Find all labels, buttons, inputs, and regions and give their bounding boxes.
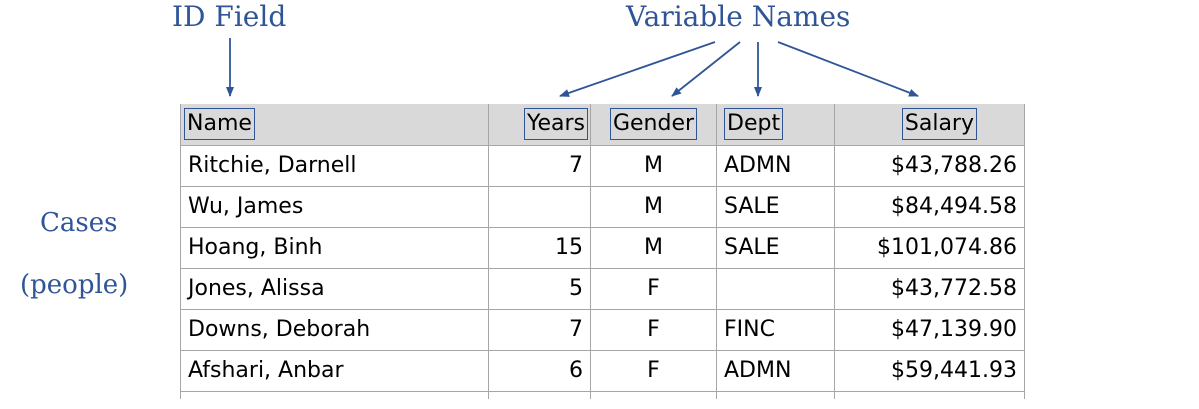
cell-name: Jones, Alissa	[180, 268, 489, 310]
cell-gender: M	[590, 227, 717, 269]
table-row: Hoang, Binh 15 M SALE $101,074.86	[180, 227, 1025, 269]
cell-empty	[716, 391, 835, 399]
cell-name: Ritchie, Darnell	[180, 145, 489, 187]
cases-label: Cases	[40, 208, 118, 238]
variable-names-label: Variable Names	[626, 0, 851, 33]
cell-dept: ADMN	[716, 145, 835, 187]
cell-salary: $101,074.86	[834, 227, 1025, 269]
cell-gender: M	[590, 145, 717, 187]
cell-years: 7	[488, 309, 591, 351]
cell-gender: F	[590, 350, 717, 392]
cell-empty	[488, 391, 591, 399]
header-years: Years	[488, 104, 591, 146]
cell-gender: F	[590, 268, 717, 310]
header-name: Name	[180, 104, 489, 146]
header-years-label: Years	[523, 108, 588, 141]
table-row: Downs, Deborah 7 F FINC $47,139.90	[180, 309, 1025, 351]
cell-dept: ADMN	[716, 350, 835, 392]
table-row: Jones, Alissa 5 F $43,772.58	[180, 268, 1025, 310]
people-label: (people)	[20, 270, 129, 300]
header-salary: Salary	[834, 104, 1025, 146]
cell-salary: $47,139.90	[834, 309, 1025, 351]
cell-salary: $59,441.93	[834, 350, 1025, 392]
cell-gender: F	[590, 309, 717, 351]
cell-salary: $43,788.26	[834, 145, 1025, 187]
arrow-to-salary	[777, 41, 919, 97]
header-name-label: Name	[184, 108, 255, 141]
header-dept-label: Dept	[724, 108, 784, 141]
data-table: Name Years Gender Dept Salary Ritchie, D…	[180, 104, 1025, 399]
cell-years: 6	[488, 350, 591, 392]
header-row: Name Years Gender Dept Salary	[180, 104, 1025, 146]
arrow-to-gender	[671, 41, 741, 97]
cell-years: 7	[488, 145, 591, 187]
cell-empty	[590, 391, 717, 399]
cell-years	[488, 186, 591, 228]
cell-name: Afshari, Anbar	[180, 350, 489, 392]
cell-name: Wu, James	[180, 186, 489, 228]
cell-name: Hoang, Binh	[180, 227, 489, 269]
header-gender-label: Gender	[609, 108, 698, 141]
cell-salary: $84,494.58	[834, 186, 1025, 228]
cell-salary: $43,772.58	[834, 268, 1025, 310]
cell-dept: FINC	[716, 309, 835, 351]
header-salary-label: Salary	[901, 108, 977, 141]
cell-dept: SALE	[716, 186, 835, 228]
id-field-label: ID Field	[172, 0, 287, 33]
cell-empty	[834, 391, 1025, 399]
table-row-partial	[180, 391, 1025, 399]
table-row: Ritchie, Darnell 7 M ADMN $43,788.26	[180, 145, 1025, 187]
header-gender: Gender	[590, 104, 717, 146]
arrow-to-years	[559, 41, 716, 97]
cell-years: 5	[488, 268, 591, 310]
table-row: Wu, James M SALE $84,494.58	[180, 186, 1025, 228]
cell-years: 15	[488, 227, 591, 269]
cell-dept: SALE	[716, 227, 835, 269]
cell-dept	[716, 268, 835, 310]
cell-empty	[180, 391, 489, 399]
table-row: Afshari, Anbar 6 F ADMN $59,441.93	[180, 350, 1025, 392]
header-dept: Dept	[716, 104, 835, 146]
cell-name: Downs, Deborah	[180, 309, 489, 351]
cell-gender: M	[590, 186, 717, 228]
